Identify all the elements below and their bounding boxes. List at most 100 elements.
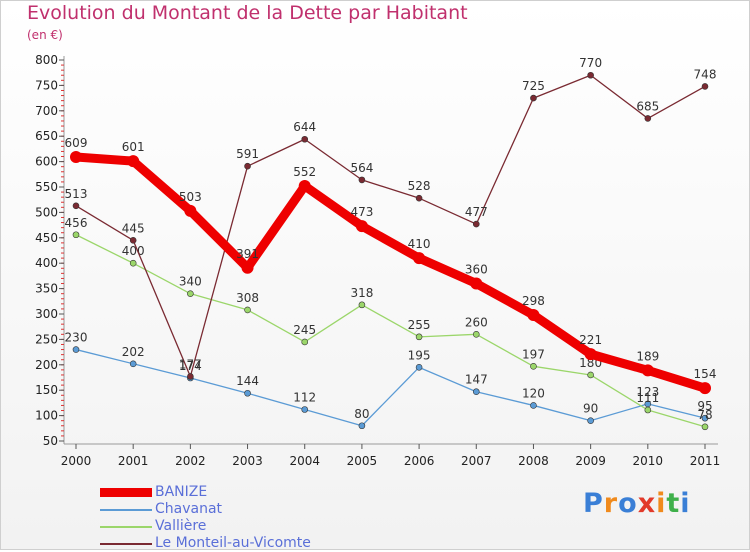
data-point — [587, 71, 594, 79]
data-label: 528 — [408, 179, 431, 193]
x-tick-label: 2003 — [232, 454, 263, 468]
x-tick-label: 2001 — [118, 454, 149, 468]
y-tick-label: 600 — [35, 155, 58, 169]
y-tick-label: 400 — [35, 256, 58, 270]
data-point — [587, 371, 594, 379]
data-label: 513 — [65, 187, 88, 201]
data-label: 748 — [694, 67, 717, 81]
legend-item: Vallière — [100, 518, 311, 535]
data-point — [184, 204, 197, 217]
data-point — [415, 333, 423, 341]
logo-letter: t — [666, 488, 681, 519]
legend-swatch — [100, 542, 152, 545]
x-tick-label: 2002 — [175, 454, 206, 468]
data-point — [527, 309, 540, 322]
y-tick-label: 150 — [35, 383, 58, 397]
data-label: 80 — [354, 407, 369, 421]
data-label: 308 — [236, 291, 259, 305]
y-tick-label: 200 — [35, 358, 58, 372]
data-point — [644, 406, 652, 414]
data-label: 195 — [408, 348, 431, 362]
logo-letter: r — [603, 488, 619, 519]
data-label: 770 — [579, 56, 602, 70]
data-point — [129, 259, 137, 267]
y-tick-label: 700 — [35, 104, 58, 118]
data-point — [415, 364, 423, 371]
data-point — [413, 252, 426, 265]
series-line-2 — [75, 234, 706, 428]
data-point — [530, 402, 537, 409]
data-label: 245 — [293, 323, 316, 337]
data-label: 255 — [408, 318, 431, 332]
x-tick-label: 2011 — [690, 454, 721, 468]
y-tick-label: 650 — [35, 129, 58, 143]
data-point — [298, 179, 311, 192]
legend-swatch — [100, 525, 152, 528]
data-point — [699, 382, 711, 395]
y-tick-label: 750 — [35, 78, 58, 92]
data-label: 644 — [293, 120, 316, 134]
data-point — [701, 83, 709, 90]
legend-label: BANIZE — [155, 484, 208, 500]
data-point — [701, 414, 709, 422]
x-tick-label: 2000 — [61, 454, 92, 468]
data-point — [701, 423, 709, 431]
legend-swatch — [100, 508, 152, 511]
data-label: 189 — [636, 349, 659, 363]
data-point — [244, 389, 251, 397]
logo-letter: P — [583, 488, 604, 519]
data-label: 410 — [408, 237, 431, 251]
y-tick-label: 100 — [35, 409, 58, 423]
data-label: 90 — [583, 402, 598, 416]
x-tick-label: 2005 — [347, 454, 378, 468]
series-line-1 — [75, 348, 706, 427]
data-label: 260 — [465, 315, 488, 329]
y-tick-label: 500 — [35, 205, 58, 219]
data-point — [127, 155, 140, 168]
data-label: 473 — [350, 205, 373, 219]
data-label: 391 — [236, 247, 259, 261]
data-label: 445 — [122, 221, 145, 235]
data-label: 456 — [65, 216, 88, 230]
data-point — [187, 373, 194, 380]
y-tick-label: 300 — [35, 307, 58, 321]
data-point — [70, 151, 82, 164]
data-point — [472, 331, 480, 338]
data-label: 725 — [522, 79, 545, 93]
data-label: 112 — [293, 391, 316, 405]
data-point — [187, 290, 194, 297]
data-point — [355, 220, 368, 233]
logo-letter: o — [618, 488, 638, 519]
data-point — [72, 346, 80, 353]
x-tick-label: 2007 — [461, 454, 492, 468]
legend-item: Chavanat — [100, 501, 311, 518]
data-label: 147 — [465, 373, 488, 387]
data-point — [358, 301, 366, 309]
legend-item: Le Monteil-au-Vicomte — [100, 535, 311, 552]
data-label: 601 — [122, 140, 145, 154]
data-point — [244, 306, 251, 314]
data-point — [530, 363, 537, 370]
data-label: 360 — [465, 263, 488, 277]
legend-item: BANIZE — [100, 484, 311, 501]
data-point — [244, 162, 251, 170]
y-tick-label: 550 — [35, 180, 58, 194]
data-label: 120 — [522, 386, 545, 400]
y-tick-label: 250 — [35, 332, 58, 346]
legend-label: Chavanat — [155, 501, 223, 517]
data-label: 298 — [522, 294, 545, 308]
data-point — [472, 388, 480, 396]
data-point — [472, 220, 480, 228]
data-point — [641, 364, 654, 377]
data-point — [584, 348, 597, 361]
data-point — [530, 94, 537, 102]
data-label: 202 — [122, 345, 145, 359]
data-label: 318 — [350, 286, 373, 300]
data-point — [587, 417, 594, 424]
data-point — [241, 261, 254, 274]
proxiti-logo: Proxiti — [583, 488, 691, 519]
data-label: 111 — [636, 391, 659, 405]
data-point — [358, 176, 366, 184]
